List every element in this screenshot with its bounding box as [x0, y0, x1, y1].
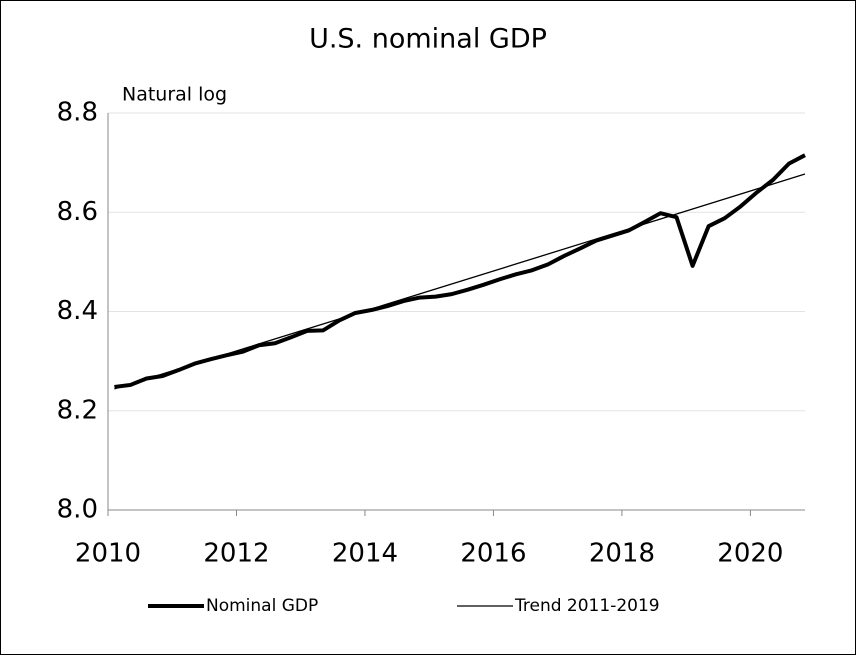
chart-title: U.S. nominal GDP: [309, 24, 547, 55]
y-tick-label: 8.6: [57, 197, 98, 227]
x-tick-label: 2012: [203, 539, 269, 569]
x-tick-label: 2010: [75, 539, 141, 569]
y-tick-label: 8.8: [57, 98, 98, 128]
x-tick-label: 2014: [332, 539, 398, 569]
data-line: [114, 153, 806, 389]
legend-label: Trend 2011-2019: [514, 596, 660, 616]
y-tick-label: 8.4: [57, 296, 98, 326]
x-tick-label: 2020: [717, 539, 783, 569]
x-tick-label: 2016: [460, 539, 526, 569]
legend-label: Nominal GDP: [206, 596, 318, 616]
y-axis-label: Natural log: [122, 84, 227, 106]
data-line: [114, 173, 806, 390]
y-tick-label: 8.0: [57, 495, 98, 525]
y-tick-label: 8.2: [57, 395, 98, 425]
x-tick-label: 2018: [589, 539, 655, 569]
